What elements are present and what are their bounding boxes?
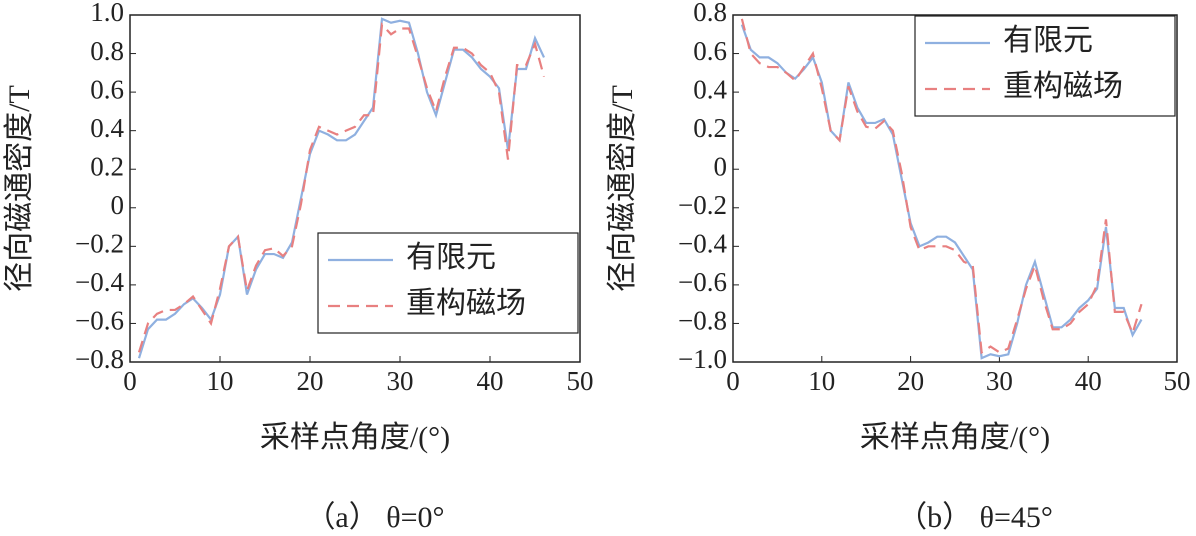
x-axis-label: 采样点角度/(°) xyxy=(260,421,450,454)
y-tick-label: −0.2 xyxy=(75,229,124,259)
y-tick-label: 0.8 xyxy=(90,36,124,66)
plot-frame xyxy=(129,14,581,363)
x-tick-label: 40 xyxy=(1075,366,1102,396)
y-tick-label: 0.2 xyxy=(693,113,727,143)
y-tick-label: −0.8 xyxy=(75,344,124,374)
x-tick-label: 0 xyxy=(123,366,137,396)
x-tick-label: 10 xyxy=(207,366,234,396)
legend-box xyxy=(914,15,1176,117)
series-line xyxy=(740,18,1143,355)
series-line xyxy=(137,17,545,359)
legend-label: 有限元 xyxy=(406,241,496,274)
y-tick-label: −1.0 xyxy=(678,344,727,374)
y-axis-label: 径向磁通密度/T xyxy=(3,85,36,292)
y-tick-label: −0.4 xyxy=(678,229,727,259)
x-axis-label: 采样点角度/(°) xyxy=(860,421,1050,454)
y-tick-label: −0.6 xyxy=(75,306,124,336)
y-tick-label: −0.4 xyxy=(75,267,124,297)
y-tick-label: 0.8 xyxy=(693,0,727,27)
x-tick-label: 50 xyxy=(1164,366,1191,396)
y-tick-label: 0.2 xyxy=(90,151,124,181)
y-tick-label: −0.2 xyxy=(678,190,727,220)
x-tick-label: 0 xyxy=(726,366,740,396)
x-tick-label: 20 xyxy=(897,366,924,396)
legend-label: 重构磁场 xyxy=(406,287,526,320)
plot-frame xyxy=(732,14,1178,363)
legend-label: 有限元 xyxy=(1003,24,1093,57)
x-tick-label: 10 xyxy=(808,366,835,396)
legend-box xyxy=(317,232,579,334)
legend-label: 重构磁场 xyxy=(1003,70,1123,103)
y-tick-label: 0.6 xyxy=(90,74,124,104)
y-axis-label: 径向磁通密度/T xyxy=(606,85,639,292)
x-tick-label: 30 xyxy=(387,366,414,396)
y-tick-label: −0.6 xyxy=(678,267,727,297)
x-tick-label: 30 xyxy=(986,366,1013,396)
caption: （a） θ=0° xyxy=(305,501,444,534)
x-tick-label: 20 xyxy=(297,366,324,396)
x-tick-label: 50 xyxy=(567,366,594,396)
series-line xyxy=(740,24,1143,360)
caption: （b） θ=45° xyxy=(897,501,1053,534)
y-tick-label: 1.0 xyxy=(90,0,124,27)
x-tick-label: 40 xyxy=(477,366,504,396)
y-tick-label: 0.6 xyxy=(693,36,727,66)
y-tick-label: 0 xyxy=(111,190,125,220)
y-tick-label: 0 xyxy=(714,151,728,181)
y-tick-label: 0.4 xyxy=(693,74,727,104)
y-tick-label: −0.8 xyxy=(678,306,727,336)
y-tick-label: 0.4 xyxy=(90,113,124,143)
